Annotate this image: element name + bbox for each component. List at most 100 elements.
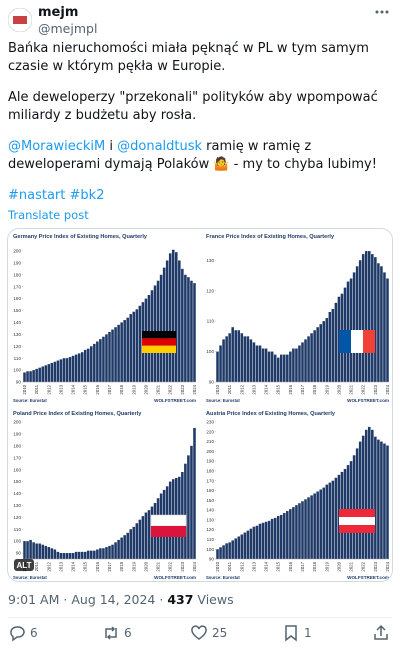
- bar: [26, 541, 29, 559]
- bar: [255, 525, 259, 559]
- y-tick-label: 110: [14, 356, 22, 361]
- x-tick-label: 2022: [361, 561, 366, 571]
- x-tick-label: 2016: [288, 384, 293, 394]
- mention[interactable]: @donaldtusk: [117, 139, 203, 154]
- y-tick-label: 160: [206, 488, 214, 493]
- y-tick-label: 90: [209, 557, 215, 562]
- mention[interactable]: @MorawieckiM: [8, 139, 106, 154]
- x-tick-label: 2023: [180, 384, 185, 394]
- views-count: 437: [167, 592, 194, 607]
- bar: [374, 257, 377, 382]
- reply-button[interactable]: 6: [8, 624, 38, 642]
- bar: [292, 507, 295, 559]
- like-button[interactable]: 25: [190, 624, 227, 642]
- time[interactable]: 9:01 AM: [8, 592, 60, 607]
- y-tick-label: 170: [206, 478, 214, 483]
- bookmark-button[interactable]: 1: [282, 624, 312, 642]
- bar: [377, 439, 380, 559]
- bar: [41, 366, 45, 382]
- translate-link[interactable]: Translate post: [8, 207, 89, 222]
- x-tick-label: 2013: [58, 561, 63, 571]
- x-tick-label: 2024: [385, 561, 390, 571]
- repost-icon: [105, 626, 117, 640]
- bar: [255, 345, 259, 382]
- bar: [53, 361, 57, 382]
- bar: [310, 333, 313, 382]
- bar: [159, 274, 163, 382]
- hashtag[interactable]: #nastart: [8, 188, 66, 203]
- bar: [270, 351, 274, 382]
- bar: [132, 526, 136, 559]
- author-handle[interactable]: @mejmpl: [38, 21, 98, 36]
- y-tick-label: 90: [16, 380, 22, 385]
- bar: [240, 333, 244, 382]
- bar: [168, 253, 172, 382]
- x-tick-label: 2012: [46, 561, 51, 571]
- hashtags: #nastart #bk2: [8, 187, 392, 205]
- x-tick-label: 2018: [312, 561, 317, 571]
- bar: [105, 334, 108, 382]
- x-tick-label: 2011: [227, 384, 232, 394]
- x-tick-label: 2023: [180, 561, 185, 571]
- bar: [96, 341, 99, 382]
- bar: [165, 260, 169, 382]
- bar: [283, 513, 286, 559]
- x-tick-label: 2017: [300, 384, 305, 394]
- x-tick-label: 2024: [385, 384, 390, 394]
- bar: [174, 252, 178, 382]
- bar: [187, 455, 190, 559]
- bar: [295, 348, 298, 382]
- bar: [114, 327, 117, 382]
- avatar[interactable]: [8, 8, 32, 32]
- share-button[interactable]: [372, 624, 390, 642]
- date[interactable]: Aug 14, 2024: [71, 592, 156, 607]
- bar: [178, 260, 181, 382]
- bar: [249, 528, 253, 559]
- alt-badge[interactable]: ALT: [17, 561, 32, 570]
- x-tick-label: 2024: [192, 384, 197, 394]
- x-tick-label: 2022: [168, 561, 173, 571]
- tweet-text: @MorawieckiM i @donaldtusk ramię w ramię…: [8, 138, 392, 173]
- flag-austria: [339, 509, 375, 533]
- tweet-text: Ale deweloperzy "przekonali" polityków a…: [8, 90, 378, 123]
- bar: [361, 254, 365, 382]
- bar: [322, 321, 326, 382]
- bar: [132, 311, 136, 382]
- y-tick-label: 100: [206, 547, 214, 552]
- flag-germany: [142, 331, 176, 353]
- y-tick-label: 170: [13, 455, 21, 460]
- hashtag[interactable]: #bk2: [69, 188, 105, 203]
- x-tick-label: 2014: [71, 561, 76, 571]
- bar: [337, 474, 341, 559]
- alt-badge-bg: [14, 559, 34, 571]
- bar: [50, 548, 54, 559]
- bar: [50, 362, 54, 382]
- bar: [319, 489, 322, 559]
- bar: [261, 522, 265, 559]
- more-button[interactable]: [374, 4, 390, 20]
- bar: [77, 551, 81, 559]
- bar: [276, 357, 280, 382]
- bar: [228, 542, 231, 559]
- author-name[interactable]: mejm: [38, 5, 79, 20]
- repost-button[interactable]: 6: [102, 624, 132, 642]
- chart-title: Austria Price Index of Existing Homes, Q…: [206, 411, 336, 417]
- bar: [276, 515, 280, 559]
- y-tick-label: 100: [13, 368, 21, 373]
- bar: [352, 455, 356, 559]
- bar: [117, 539, 120, 559]
- x-tick-label: 2011: [34, 384, 39, 394]
- bar: [304, 339, 307, 382]
- x-tick-label: 2013: [251, 384, 256, 394]
- y-tick-label: 120: [13, 515, 21, 520]
- bar: [225, 543, 228, 559]
- bar: [328, 311, 332, 382]
- bar: [114, 542, 117, 559]
- bar: [86, 550, 90, 559]
- views-label: Views: [197, 592, 234, 607]
- credit: WOLFSTREET.com: [347, 398, 389, 403]
- bar: [126, 532, 129, 559]
- bar: [358, 260, 362, 382]
- media[interactable]: Germany Price Index of Existing Homes, Q…: [7, 228, 393, 582]
- bar: [358, 441, 362, 559]
